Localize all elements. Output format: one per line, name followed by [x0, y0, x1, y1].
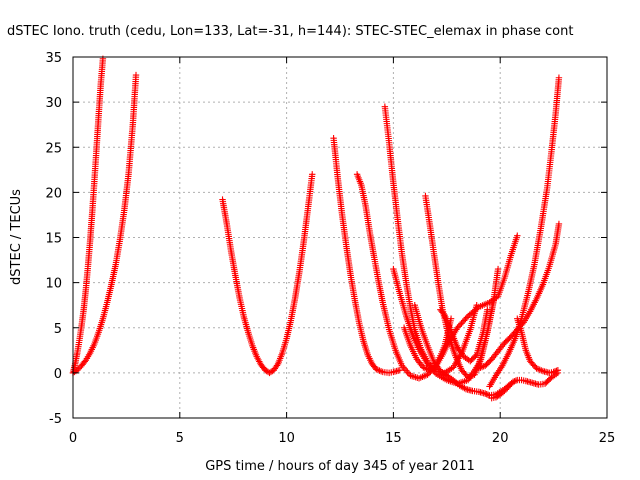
- data-point: [273, 362, 281, 369]
- data-point: [502, 386, 510, 393]
- y-tick-label: 10: [45, 277, 62, 292]
- data-point: [463, 314, 471, 321]
- series-2: [69, 71, 140, 377]
- data-point: [474, 305, 481, 312]
- y-tick-label: -5: [49, 412, 62, 427]
- x-tick-label: 15: [385, 431, 402, 446]
- x-axis-title: GPS time / hours of day 345 of year 2011: [205, 459, 475, 474]
- y-tick-label: 5: [54, 322, 62, 337]
- x-tick-label: 10: [278, 431, 295, 446]
- x-tick-label: 0: [69, 431, 77, 446]
- x-tick-label: 25: [599, 431, 616, 446]
- data-point: [519, 320, 526, 327]
- series-14: [486, 74, 563, 390]
- data-point: [511, 378, 518, 385]
- data-point: [482, 390, 489, 397]
- data-point: [499, 388, 507, 396]
- data-point: [554, 366, 562, 374]
- series-4: [330, 135, 404, 377]
- y-tick-label: 0: [54, 367, 62, 382]
- data-point: [396, 366, 404, 374]
- y-tick-label: 30: [45, 96, 62, 111]
- data-point: [484, 306, 491, 313]
- data-point: [555, 74, 563, 81]
- data-point: [74, 366, 81, 374]
- data-point: [75, 365, 82, 372]
- axis-ticks: 0 5 10 15 20 25 -5 0 5 10 15 20 25 30 35: [45, 51, 615, 446]
- series-3: [219, 171, 316, 377]
- data-point: [506, 381, 514, 389]
- y-axis-title: dSTEC / TECUs: [9, 189, 24, 285]
- data-point: [501, 387, 508, 395]
- y-tick-label: 15: [45, 232, 62, 247]
- data-point: [504, 384, 511, 392]
- data-point: [309, 171, 316, 178]
- data-points: [69, 55, 563, 402]
- y-tick-label: 25: [45, 141, 62, 156]
- data-point: [483, 391, 490, 398]
- data-point: [550, 368, 557, 376]
- data-point: [494, 265, 502, 273]
- data-point: [472, 352, 479, 360]
- data-point: [553, 367, 560, 374]
- data-point: [551, 368, 559, 375]
- y-tick-label: 35: [45, 51, 62, 66]
- data-point: [555, 220, 563, 228]
- data-point: [132, 71, 140, 79]
- data-point: [512, 377, 520, 384]
- chart-title: dSTEC Iono. truth (cedu, Lon=133, Lat=-3…: [7, 24, 573, 39]
- series-11: [437, 306, 491, 365]
- x-tick-label: 20: [492, 431, 509, 446]
- data-point: [505, 383, 512, 390]
- series-9: [400, 232, 521, 374]
- data-point: [425, 369, 433, 377]
- series-15: [475, 220, 563, 372]
- y-tick-label: 20: [45, 186, 62, 201]
- data-point: [514, 232, 521, 239]
- data-point: [509, 378, 517, 386]
- x-tick-label: 5: [176, 431, 184, 446]
